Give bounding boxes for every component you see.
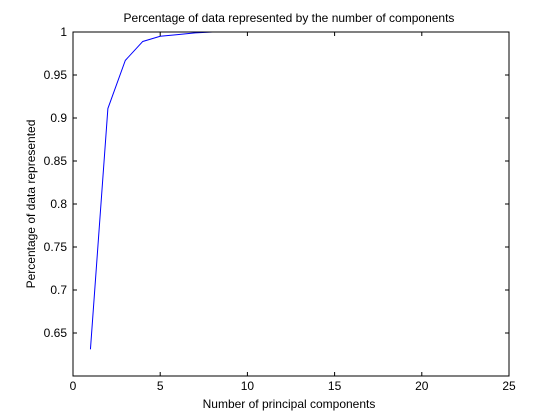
y-tick-label: 0.7 [50, 283, 67, 297]
plot-background [73, 32, 509, 376]
x-tick-label: 25 [502, 379, 516, 393]
y-tick-label: 0.65 [44, 326, 68, 340]
x-tick-label: 0 [70, 379, 77, 393]
y-tick-label: 0.8 [50, 197, 67, 211]
y-tick-label: 0.95 [44, 68, 68, 82]
y-tick-label: 0.9 [50, 111, 67, 125]
x-axis-label: Number of principal components [203, 397, 376, 411]
x-tick-label: 5 [157, 379, 164, 393]
x-tick-label: 20 [415, 379, 429, 393]
y-tick-label: 0.85 [44, 154, 68, 168]
x-axis: 0 5 10 15 20 25 [70, 32, 516, 393]
x-tick-label: 10 [241, 379, 255, 393]
y-axis: 0.65 0.7 0.75 0.8 0.85 0.9 0.95 1 [44, 25, 509, 340]
chart-title: Percentage of data represented by the nu… [124, 11, 455, 25]
x-tick-label: 15 [328, 379, 342, 393]
y-tick-label: 1 [60, 25, 67, 39]
y-axis-label: Percentage of data represented [24, 120, 38, 289]
y-tick-label: 0.75 [44, 240, 68, 254]
